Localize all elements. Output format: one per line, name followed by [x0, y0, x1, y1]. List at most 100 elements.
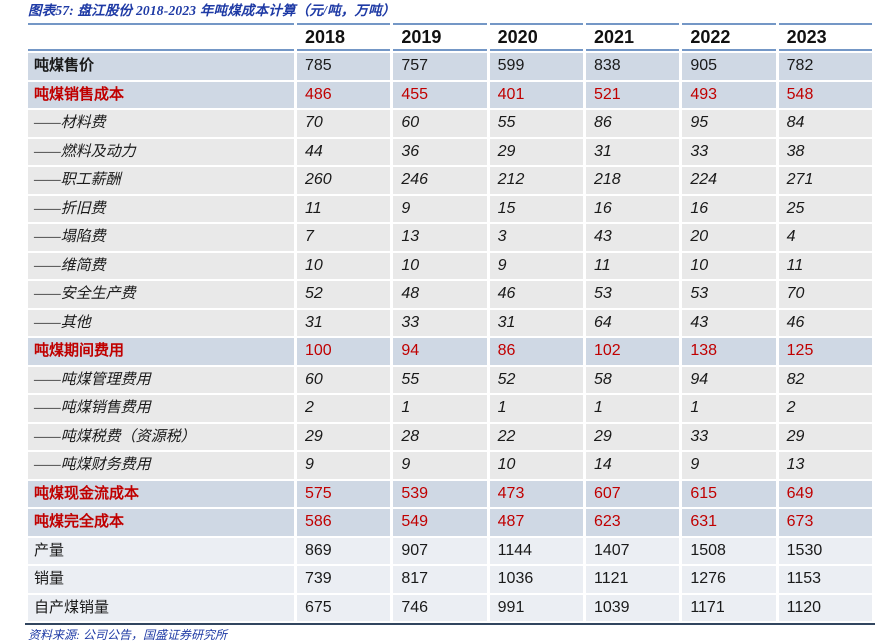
cell: 14	[585, 452, 680, 479]
cell: 1153	[778, 566, 872, 593]
figure-title: 图表57: 盘江股份 2018-2023 年吨煤成本计算（元/吨，万吨）	[28, 3, 396, 18]
cell: 29	[585, 423, 680, 450]
year-header: 2019	[393, 23, 487, 51]
table-row: ——折旧费 11 9 15 16 16 25	[28, 195, 872, 222]
cell: 43	[585, 224, 680, 251]
cell: 28	[393, 423, 487, 450]
cell: 224	[682, 167, 776, 194]
cell: 1	[393, 395, 487, 422]
cell: 43	[682, 309, 776, 336]
cell: 10	[393, 252, 487, 279]
cell: 16	[585, 195, 680, 222]
row-label: 吨煤现金流成本	[28, 480, 294, 507]
table-row: ——吨煤销售费用 2 1 1 1 1 2	[28, 395, 872, 422]
cell: 623	[585, 509, 680, 536]
cell: 2	[778, 395, 872, 422]
cell: 10	[297, 252, 391, 279]
cell: 9	[393, 195, 487, 222]
row-label: ——吨煤税费（资源税）	[28, 423, 294, 450]
row-label: 产量	[28, 537, 294, 564]
table-row: 吨煤完全成本 586 549 487 623 631 673	[28, 509, 872, 536]
cell: 9	[489, 252, 583, 279]
cell: 9	[297, 452, 391, 479]
cell: 16	[682, 195, 776, 222]
year-header: 2021	[585, 23, 680, 51]
cell: 11	[297, 195, 391, 222]
cell: 539	[393, 480, 487, 507]
cell: 599	[489, 53, 583, 80]
cell: 100	[297, 338, 391, 365]
cell: 31	[489, 309, 583, 336]
cell: 785	[297, 53, 391, 80]
table-row: 吨煤期间费用 100 94 86 102 138 125	[28, 338, 872, 365]
cell: 271	[778, 167, 872, 194]
cell: 22	[489, 423, 583, 450]
cell: 55	[489, 110, 583, 137]
row-label: ——安全生产费	[28, 281, 294, 308]
cell: 102	[585, 338, 680, 365]
row-label-header	[28, 23, 294, 51]
cell: 746	[393, 594, 487, 621]
cell: 138	[682, 338, 776, 365]
table-row: ——吨煤税费（资源税） 29 28 22 29 33 29	[28, 423, 872, 450]
cell: 1121	[585, 566, 680, 593]
cell: 33	[682, 138, 776, 165]
cell: 15	[489, 195, 583, 222]
cell: 1530	[778, 537, 872, 564]
cell: 52	[297, 281, 391, 308]
cell: 673	[778, 509, 872, 536]
row-label: ——职工薪酬	[28, 167, 294, 194]
cell: 53	[682, 281, 776, 308]
cell: 9	[682, 452, 776, 479]
cell: 60	[393, 110, 487, 137]
cell: 11	[778, 252, 872, 279]
row-label: ——吨煤管理费用	[28, 366, 294, 393]
cell: 46	[489, 281, 583, 308]
cell: 13	[778, 452, 872, 479]
table-row: 吨煤现金流成本 575 539 473 607 615 649	[28, 480, 872, 507]
table-row: 吨煤售价 785 757 599 838 905 782	[28, 53, 872, 80]
cell: 25	[778, 195, 872, 222]
cell: 82	[778, 366, 872, 393]
cell: 246	[393, 167, 487, 194]
cell: 60	[297, 366, 391, 393]
table-row: 吨煤销售成本 486 455 401 521 493 548	[28, 81, 872, 108]
cell: 218	[585, 167, 680, 194]
year-header-row: 2018 2019 2020 2021 2022 2023	[28, 23, 872, 51]
row-label: ——吨煤销售费用	[28, 395, 294, 422]
cell: 1039	[585, 594, 680, 621]
cell: 38	[778, 138, 872, 165]
cell: 1144	[489, 537, 583, 564]
cell: 1508	[682, 537, 776, 564]
cell: 10	[682, 252, 776, 279]
cell: 455	[393, 81, 487, 108]
cell: 94	[682, 366, 776, 393]
cell: 991	[489, 594, 583, 621]
table-row: 产量 869 907 1144 1407 1508 1530	[28, 537, 872, 564]
cell: 44	[297, 138, 391, 165]
cell: 9	[393, 452, 487, 479]
cell: 3	[489, 224, 583, 251]
cell: 586	[297, 509, 391, 536]
year-header: 2018	[297, 23, 391, 51]
table-row: ——燃料及动力 44 36 29 31 33 38	[28, 138, 872, 165]
cell: 58	[585, 366, 680, 393]
table-row: ——其他 31 33 31 64 43 46	[28, 309, 872, 336]
row-label: ——折旧费	[28, 195, 294, 222]
cell: 649	[778, 480, 872, 507]
row-label: 吨煤销售成本	[28, 81, 294, 108]
cell: 473	[489, 480, 583, 507]
cell: 521	[585, 81, 680, 108]
cell: 1036	[489, 566, 583, 593]
cell: 401	[489, 81, 583, 108]
cell: 94	[393, 338, 487, 365]
cell: 7	[297, 224, 391, 251]
cost-table: 2018 2019 2020 2021 2022 2023 吨煤售价 785 7…	[25, 21, 875, 623]
row-label: ——材料费	[28, 110, 294, 137]
cell: 53	[585, 281, 680, 308]
cell: 29	[489, 138, 583, 165]
year-header: 2020	[489, 23, 583, 51]
cell: 838	[585, 53, 680, 80]
cell: 1	[585, 395, 680, 422]
row-label: ——吨煤财务费用	[28, 452, 294, 479]
